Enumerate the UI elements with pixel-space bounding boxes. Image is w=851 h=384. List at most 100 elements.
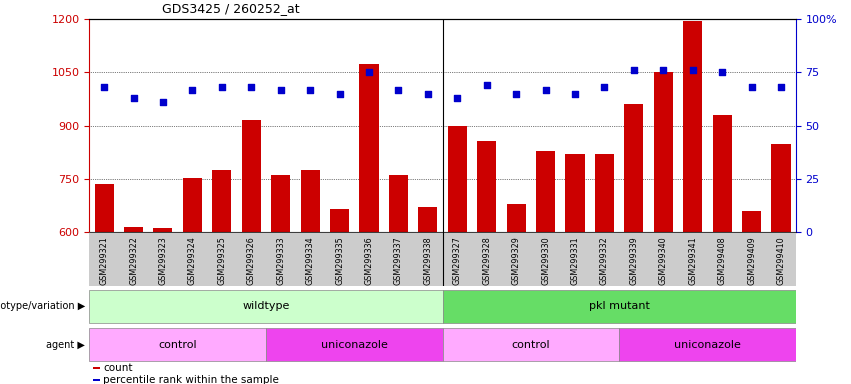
Point bbox=[421, 91, 435, 97]
Point bbox=[686, 67, 700, 73]
Text: GSM299410: GSM299410 bbox=[776, 237, 785, 285]
Point bbox=[450, 95, 464, 101]
Bar bbox=[619, 232, 648, 286]
Bar bbox=[183, 178, 202, 232]
Bar bbox=[94, 184, 114, 232]
Point bbox=[568, 91, 582, 97]
Text: GSM299322: GSM299322 bbox=[129, 237, 138, 285]
Point bbox=[215, 84, 229, 91]
Bar bbox=[148, 232, 178, 286]
Bar bbox=[418, 207, 437, 232]
Text: GSM299324: GSM299324 bbox=[188, 237, 197, 285]
Bar bbox=[124, 227, 143, 232]
Bar bbox=[506, 204, 526, 232]
Text: GSM299326: GSM299326 bbox=[247, 237, 255, 285]
Bar bbox=[766, 232, 796, 286]
Point bbox=[656, 67, 670, 73]
Bar bbox=[153, 228, 173, 232]
Text: GSM299341: GSM299341 bbox=[688, 237, 697, 285]
Point bbox=[716, 70, 729, 76]
Bar bbox=[448, 126, 467, 232]
Bar bbox=[619, 328, 796, 361]
Bar bbox=[443, 232, 472, 286]
Point bbox=[539, 86, 552, 93]
Text: agent ▶: agent ▶ bbox=[46, 339, 85, 350]
Point bbox=[391, 86, 405, 93]
Text: genotype/variation ▶: genotype/variation ▶ bbox=[0, 301, 85, 311]
Bar bbox=[683, 21, 702, 232]
Bar bbox=[472, 232, 501, 286]
Text: GSM299331: GSM299331 bbox=[570, 237, 580, 285]
Text: GSM299409: GSM299409 bbox=[747, 237, 756, 285]
Text: GSM299323: GSM299323 bbox=[158, 237, 168, 285]
Point bbox=[745, 84, 758, 91]
Bar bbox=[501, 232, 531, 286]
Point bbox=[774, 84, 788, 91]
Bar bbox=[300, 170, 320, 232]
Text: control: control bbox=[158, 339, 197, 350]
Bar bbox=[178, 232, 207, 286]
Bar bbox=[354, 232, 384, 286]
Bar bbox=[536, 151, 555, 232]
Text: count: count bbox=[104, 363, 133, 373]
Text: percentile rank within the sample: percentile rank within the sample bbox=[104, 375, 279, 384]
Text: wildtype: wildtype bbox=[243, 301, 289, 311]
Text: GSM299329: GSM299329 bbox=[511, 237, 521, 285]
Bar bbox=[325, 232, 354, 286]
Bar bbox=[707, 232, 737, 286]
Bar bbox=[89, 232, 119, 286]
Text: GSM299325: GSM299325 bbox=[217, 237, 226, 285]
Bar bbox=[266, 232, 295, 286]
Bar bbox=[237, 232, 266, 286]
Point bbox=[186, 86, 199, 93]
Bar bbox=[207, 232, 237, 286]
Bar bbox=[359, 64, 379, 232]
Bar bbox=[477, 141, 496, 232]
Point bbox=[303, 86, 317, 93]
Text: GSM299334: GSM299334 bbox=[306, 237, 315, 285]
Text: GSM299339: GSM299339 bbox=[630, 237, 638, 285]
Bar bbox=[119, 232, 148, 286]
Bar bbox=[595, 154, 614, 232]
Point bbox=[244, 84, 258, 91]
Text: GSM299338: GSM299338 bbox=[423, 237, 432, 285]
Text: GSM299332: GSM299332 bbox=[600, 237, 608, 285]
Bar bbox=[531, 232, 560, 286]
Point bbox=[274, 86, 288, 93]
Text: control: control bbox=[511, 339, 550, 350]
Text: uniconazole: uniconazole bbox=[321, 339, 388, 350]
Point bbox=[627, 67, 641, 73]
Point bbox=[127, 95, 140, 101]
Text: GSM299335: GSM299335 bbox=[335, 237, 344, 285]
Text: GSM299327: GSM299327 bbox=[453, 237, 462, 285]
Bar bbox=[565, 154, 585, 232]
Bar bbox=[295, 232, 325, 286]
Bar bbox=[89, 328, 266, 361]
Bar bbox=[93, 367, 100, 369]
Bar bbox=[443, 290, 796, 323]
Bar bbox=[712, 115, 732, 232]
Bar bbox=[560, 232, 590, 286]
Bar bbox=[271, 175, 290, 232]
Point bbox=[597, 84, 611, 91]
Point bbox=[97, 84, 111, 91]
Text: GSM299340: GSM299340 bbox=[659, 237, 668, 285]
Bar bbox=[742, 211, 761, 232]
Bar bbox=[413, 232, 443, 286]
Bar bbox=[384, 232, 413, 286]
Bar bbox=[330, 209, 349, 232]
Bar bbox=[678, 232, 707, 286]
Bar bbox=[625, 104, 643, 232]
Text: GDS3425 / 260252_at: GDS3425 / 260252_at bbox=[162, 2, 300, 15]
Bar bbox=[654, 73, 673, 232]
Bar bbox=[93, 379, 100, 381]
Text: GSM299333: GSM299333 bbox=[277, 237, 285, 285]
Point bbox=[509, 91, 523, 97]
Point bbox=[363, 70, 376, 76]
Text: GSM299330: GSM299330 bbox=[541, 237, 550, 285]
Point bbox=[156, 99, 169, 105]
Bar bbox=[242, 121, 260, 232]
Text: GSM299328: GSM299328 bbox=[483, 237, 491, 285]
Point bbox=[333, 91, 346, 97]
Bar bbox=[648, 232, 678, 286]
